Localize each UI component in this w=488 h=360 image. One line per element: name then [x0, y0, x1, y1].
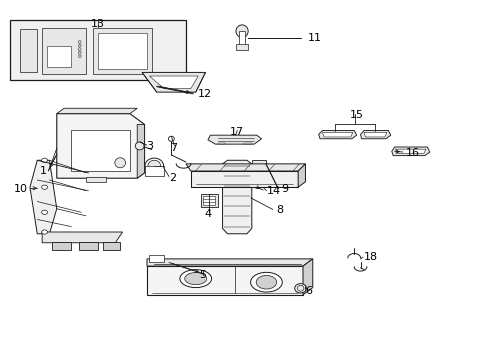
Text: 6: 6 — [305, 286, 312, 296]
Ellipse shape — [135, 142, 144, 150]
Ellipse shape — [115, 158, 125, 168]
Ellipse shape — [78, 44, 81, 47]
Text: 12: 12 — [198, 89, 212, 99]
Ellipse shape — [168, 136, 174, 141]
Polygon shape — [185, 164, 305, 171]
Text: 18: 18 — [363, 252, 377, 262]
Polygon shape — [71, 130, 130, 171]
Ellipse shape — [184, 273, 206, 285]
Polygon shape — [363, 132, 386, 137]
Polygon shape — [86, 177, 105, 182]
Polygon shape — [147, 266, 303, 295]
Polygon shape — [207, 135, 261, 144]
Polygon shape — [222, 160, 251, 234]
Polygon shape — [318, 131, 356, 139]
Ellipse shape — [41, 210, 47, 215]
Polygon shape — [238, 31, 245, 45]
Polygon shape — [79, 242, 98, 250]
Ellipse shape — [41, 185, 47, 189]
Ellipse shape — [78, 41, 81, 43]
Polygon shape — [203, 196, 215, 205]
Polygon shape — [298, 164, 305, 187]
Ellipse shape — [148, 160, 160, 171]
Text: 14: 14 — [266, 186, 280, 196]
Polygon shape — [217, 143, 224, 144]
Polygon shape — [235, 44, 248, 50]
Text: 5: 5 — [199, 270, 206, 280]
Polygon shape — [149, 255, 163, 262]
Text: 2: 2 — [168, 173, 176, 183]
Polygon shape — [57, 114, 144, 178]
Ellipse shape — [236, 25, 247, 37]
Ellipse shape — [78, 48, 81, 50]
Polygon shape — [142, 72, 205, 92]
Ellipse shape — [256, 275, 276, 289]
Polygon shape — [391, 147, 429, 156]
Text: 1: 1 — [40, 166, 47, 176]
Text: 13: 13 — [91, 19, 105, 29]
Text: 7: 7 — [170, 143, 177, 153]
Ellipse shape — [294, 284, 306, 293]
Ellipse shape — [41, 230, 47, 234]
Polygon shape — [145, 166, 163, 176]
Text: 4: 4 — [204, 209, 211, 219]
Text: 16: 16 — [405, 148, 419, 158]
Polygon shape — [42, 232, 122, 243]
Polygon shape — [147, 259, 312, 266]
Polygon shape — [20, 30, 37, 72]
Polygon shape — [98, 33, 147, 69]
Polygon shape — [190, 171, 298, 187]
Ellipse shape — [78, 51, 81, 54]
Text: 9: 9 — [281, 184, 287, 194]
Text: 11: 11 — [307, 33, 321, 43]
Ellipse shape — [41, 158, 47, 162]
Polygon shape — [360, 131, 390, 139]
Polygon shape — [303, 259, 312, 295]
Text: 17: 17 — [230, 127, 244, 136]
Polygon shape — [200, 194, 217, 207]
Polygon shape — [103, 242, 120, 250]
Polygon shape — [57, 108, 137, 114]
Polygon shape — [251, 160, 266, 167]
Polygon shape — [244, 143, 251, 144]
Polygon shape — [47, 45, 71, 67]
Text: 10: 10 — [14, 184, 27, 194]
Ellipse shape — [297, 285, 304, 291]
Ellipse shape — [250, 273, 282, 292]
Ellipse shape — [145, 158, 163, 173]
Polygon shape — [52, 242, 71, 250]
Polygon shape — [395, 149, 425, 153]
Bar — [10, 21, 185, 80]
Ellipse shape — [78, 55, 81, 58]
Text: 8: 8 — [276, 206, 283, 216]
Ellipse shape — [180, 270, 211, 288]
Polygon shape — [42, 28, 86, 74]
Polygon shape — [93, 28, 152, 74]
Text: 15: 15 — [349, 111, 363, 121]
Polygon shape — [30, 160, 57, 234]
Polygon shape — [137, 125, 144, 178]
Polygon shape — [149, 76, 198, 89]
Polygon shape — [322, 132, 352, 137]
Text: 3: 3 — [145, 141, 153, 151]
